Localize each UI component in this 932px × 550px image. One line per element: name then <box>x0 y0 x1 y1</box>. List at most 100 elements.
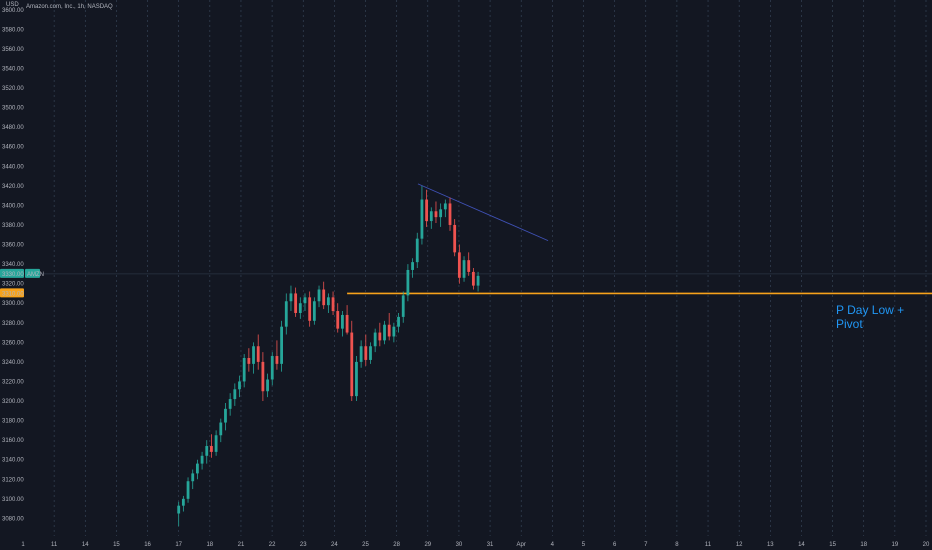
candle-body <box>224 408 227 423</box>
candle-body <box>266 379 269 392</box>
candle-body <box>443 203 447 210</box>
candle-body <box>434 211 438 218</box>
price-tick-label: 3140.00 <box>2 458 24 464</box>
time-tick-label: Apr <box>517 542 526 548</box>
candle-body <box>195 463 199 474</box>
candle-body <box>242 357 246 382</box>
price-tick-label: 3080.00 <box>2 516 24 522</box>
time-axis[interactable]: 1 11 14 15 16 17 18 21 22 23 24 25 28 29 30 31 Apr 4 5 6 7 8 1… <box>0 536 932 550</box>
time-tick-label: 25 <box>362 542 369 548</box>
price-tick-label: 3380.00 <box>2 223 24 229</box>
price-tick-label: 3600.00 <box>2 8 24 14</box>
price-axis-bg <box>0 0 28 536</box>
candle-body <box>261 361 265 392</box>
candle-body <box>177 505 181 514</box>
time-tick-label: 20 <box>923 542 930 548</box>
candle-body <box>401 295 405 317</box>
candle-body <box>415 238 419 263</box>
candle-body <box>457 252 461 278</box>
currency-label: USD <box>6 2 19 8</box>
time-tick-label: 12 <box>736 542 743 548</box>
price-tick-label: 3280.00 <box>2 321 24 327</box>
price-tick-label: 3220.00 <box>2 379 24 385</box>
symbol-title: Amazon.com, Inc., 1h, NASDAQ <box>26 4 113 10</box>
candle-body <box>355 361 358 397</box>
candle-body <box>326 297 330 306</box>
candle-body <box>238 381 241 390</box>
current-price-value: 3330.00 <box>2 272 24 278</box>
trend-line[interactable] <box>417 183 549 242</box>
candle-body <box>303 297 307 304</box>
candle-body <box>467 260 471 272</box>
current-price-tag <box>0 268 24 278</box>
time-tick-label: 24 <box>331 542 338 548</box>
candle-body <box>219 422 223 436</box>
symbol-header: Amazon.com, Inc., 1h, NASDAQ <box>26 4 113 10</box>
time-tick-label: 7 <box>644 542 648 548</box>
candle-body <box>364 346 368 360</box>
time-tick-label: 5 <box>582 542 586 548</box>
price-tick-label: 3200.00 <box>2 399 24 405</box>
price-tick-label: 3180.00 <box>2 419 24 425</box>
candle-body <box>336 311 340 329</box>
price-tags: 3330.00 AMZN 3310.00 <box>0 268 44 298</box>
price-tick-label: 3580.00 <box>2 27 24 33</box>
candle-body <box>312 301 316 321</box>
time-tick-label: 11 <box>51 542 58 548</box>
candle-body <box>186 481 190 499</box>
time-tick-label: 23 <box>300 542 307 548</box>
candle-body <box>331 297 335 312</box>
time-tick-label: 14 <box>82 542 89 548</box>
price-tick-label: 3300.00 <box>2 301 24 307</box>
level-annotation: P Day Low + Pivot <box>836 303 905 331</box>
price-axis[interactable]: 3080.00 3100.00 3120.00 3140.00 3160.00 3180.… <box>0 0 28 536</box>
candle-body <box>298 303 302 313</box>
candle-body <box>350 332 354 397</box>
price-tick-label: 3460.00 <box>2 145 24 151</box>
time-tick-label: 22 <box>269 542 276 548</box>
candle-body <box>256 346 260 362</box>
symbol-tag <box>25 268 40 278</box>
price-tick-label: 3540.00 <box>2 66 24 72</box>
price-tick-label: 3520.00 <box>2 86 24 92</box>
candle-body <box>270 356 274 380</box>
candle-body <box>233 389 237 400</box>
horizontal-level-line[interactable] <box>28 273 932 295</box>
candle-body <box>429 211 433 222</box>
candle-body <box>383 324 386 341</box>
time-tick-label: 13 <box>767 542 774 548</box>
price-tick-label: 3360.00 <box>2 243 24 249</box>
time-tick-label: 28 <box>393 542 400 548</box>
time-tick-label: 15 <box>113 542 120 548</box>
candle-body <box>322 289 326 306</box>
time-tick-label: 31 <box>487 542 494 548</box>
time-tick-label: 19 <box>892 542 899 548</box>
candle-body <box>462 260 466 278</box>
candle-body <box>439 209 443 218</box>
time-tick-label: 15 <box>829 542 836 548</box>
candles <box>177 185 480 527</box>
price-tick-label: 3480.00 <box>2 125 24 131</box>
level-price-value: 3310.00 <box>2 291 24 297</box>
candle-body <box>247 357 251 364</box>
price-tick-label: 3500.00 <box>2 106 24 112</box>
candle-body <box>214 435 218 452</box>
candle-body <box>252 346 255 364</box>
time-tick-label: 4 <box>551 542 555 548</box>
candle-body <box>425 199 429 222</box>
time-tick-label: 30 <box>456 542 463 548</box>
candle-body <box>289 293 293 302</box>
level-price-tag <box>0 288 24 298</box>
candle-body <box>191 473 195 482</box>
candle-body <box>359 346 363 362</box>
time-tick-label: 18 <box>206 542 213 548</box>
time-tick-label: 11 <box>705 542 712 548</box>
price-tick-label: 3120.00 <box>2 477 24 483</box>
time-tick-label: 6 <box>613 542 617 548</box>
candle-body <box>392 326 396 337</box>
time-tick-label: 18 <box>860 542 867 548</box>
candle-body <box>406 269 410 296</box>
candle-body <box>228 399 232 409</box>
candle-body <box>284 301 288 327</box>
